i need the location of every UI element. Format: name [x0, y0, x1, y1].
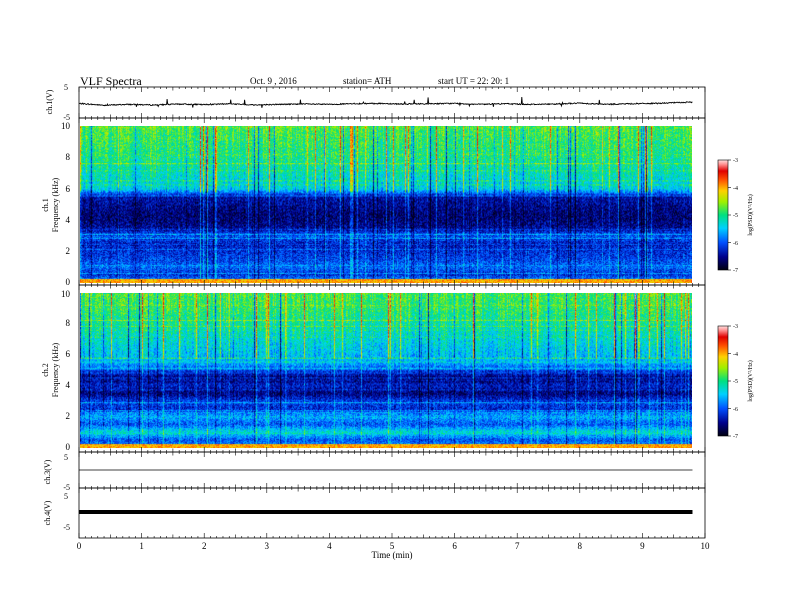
ch1-colorbar	[717, 159, 729, 271]
ch1-spectrogram-image	[80, 126, 692, 283]
ch2-colorbar	[717, 325, 729, 437]
ch3-ytick-bottom: -5	[63, 483, 70, 492]
ch1-ytick-10: 10	[61, 121, 71, 131]
ch1-ytick-top: 5	[64, 83, 68, 92]
ch2-ytick-8: 8	[66, 318, 71, 328]
ch2-spectrogram-image	[80, 293, 692, 448]
ch1-ytick-2: 2	[66, 246, 71, 256]
ch2-ytick-4: 4	[66, 380, 71, 390]
ch3-waveform-ticks	[78, 452, 706, 488]
ch2-ytick-0: 0	[66, 442, 71, 452]
ch2-colorbar-label: log(PSD)(V²/Hz)	[747, 360, 754, 401]
ch2-spectrogram-ticks	[78, 285, 706, 452]
ch2-cbar-tick-m6: -6	[733, 407, 738, 413]
time-axis: 0 1 2 3 4 5 6 7 8 9 10 Time (min)	[77, 541, 710, 560]
xtick-7: 7	[515, 541, 520, 551]
ch1-ytick-8: 8	[66, 152, 71, 162]
ch1-ylabel: ch.1(V)	[45, 89, 54, 114]
figure-title: VLF Spectra	[80, 74, 142, 88]
xtick-0: 0	[77, 541, 82, 551]
ch4-ytick-top: 5	[64, 492, 68, 501]
ch2-spectrogram-panel: 0 2 4 6 8 10 ch.2 Frequency (kHz) -3 -4 …	[41, 284, 754, 453]
xtick-9: 9	[640, 541, 645, 551]
ch4-ylabel: ch.4(V)	[43, 500, 52, 525]
ch2-channel-label: ch.2	[41, 363, 50, 377]
ch2-ytick-2: 2	[66, 411, 71, 421]
ch2-cbar-tick-m5: -5	[733, 379, 738, 385]
ch2-cbar-tick-m7: -7	[733, 434, 738, 440]
ch1-ytick-4: 4	[66, 215, 71, 225]
ch1-cbar-tick-m3: -3	[733, 158, 738, 164]
ch2-frequency-label: Frequency (kHz)	[51, 342, 60, 397]
ch1-channel-label: ch.1	[41, 198, 50, 212]
xtick-8: 8	[578, 541, 583, 551]
station-label: station= ATH	[343, 76, 392, 86]
xtick-4: 4	[327, 541, 332, 551]
ch4-waveform-panel: 5 -5 ch.4(V)	[43, 487, 706, 539]
ch1-ytick-6: 6	[66, 184, 71, 194]
xtick-1: 1	[139, 541, 144, 551]
xtick-2: 2	[202, 541, 207, 551]
ch3-waveform-panel: 5 -5 ch.3(V)	[43, 451, 706, 492]
ch1-frequency-label: Frequency (kHz)	[51, 177, 60, 232]
ch1-ytick-0: 0	[66, 277, 71, 287]
ch1-colorbar-ticks	[728, 159, 731, 271]
ch1-spectrogram-panel: 0 2 4 6 8 10 ch.1 Frequency (kHz) -3 -4 …	[41, 117, 754, 287]
ch1-spectrogram-ticks	[78, 118, 706, 285]
ch1-waveform-line	[78, 96, 693, 108]
ch1-cbar-tick-m7: -7	[733, 268, 738, 274]
ch2-ytick-6: 6	[66, 349, 71, 359]
ch1-cbar-tick-m6: -6	[733, 241, 738, 247]
ch2-cbar-tick-m4: -4	[733, 352, 738, 358]
xtick-3: 3	[265, 541, 270, 551]
ch3-ytick-top: 5	[64, 453, 68, 462]
ch1-ytick-bottom: -5	[63, 113, 70, 122]
xtick-5: 5	[390, 541, 395, 551]
xtick-10: 10	[701, 541, 711, 551]
ch2-cbar-tick-m3: -3	[733, 324, 738, 330]
xtick-6: 6	[452, 541, 457, 551]
ch3-ylabel: ch.3(V)	[43, 459, 52, 484]
time-axis-label: Time (min)	[372, 550, 413, 560]
ch2-colorbar-ticks	[728, 325, 731, 437]
ch4-ytick-bottom: -5	[63, 523, 70, 532]
date-label: Oct. 9 , 2016	[250, 76, 297, 86]
ch1-colorbar-label: log(PSD)(V²/Hz)	[747, 194, 754, 235]
ch4-waveform-ticks	[78, 488, 706, 538]
ch2-ytick-10: 10	[61, 289, 71, 299]
ch1-cbar-tick-m5: -5	[733, 213, 738, 219]
ch1-cbar-tick-m4: -4	[733, 186, 738, 192]
start-ut-label: start UT = 22: 20: 1	[438, 76, 509, 86]
ch1-waveform-panel: 5 -5 ch.1(V)	[45, 83, 706, 122]
ch1-waveform-ticks	[78, 87, 706, 118]
